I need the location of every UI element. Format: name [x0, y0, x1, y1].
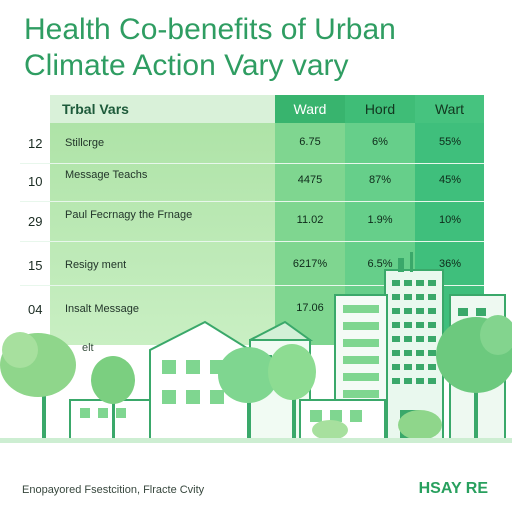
row-value-ward: 17.06: [296, 302, 324, 314]
city-illustration: [0, 252, 512, 443]
label-column-bg: [50, 123, 275, 345]
row-value-ward: 4475: [297, 174, 323, 186]
partial-row-label: elt: [82, 342, 94, 354]
row-value-wart: 45%: [438, 174, 462, 186]
table-header-label-cell: Trbal Vars: [50, 95, 275, 123]
row-label: Resigy ment: [65, 259, 127, 271]
col-header-wart: Wart: [415, 95, 484, 123]
row-label: Paul Fecrnagy the Frnage: [65, 209, 193, 221]
footer-caption: Enopayored Fsestcition, Flracte Cvity: [22, 484, 205, 496]
row-label: Insalt Message: [65, 303, 139, 315]
row-number: 29: [28, 214, 43, 229]
footer-brand: HSAY RE: [418, 480, 488, 497]
row-value-hord: 1.9%: [367, 214, 393, 226]
row-value-ward: 6.75: [299, 136, 321, 148]
title-line-2: Climate Action Vary vary: [24, 49, 349, 82]
row-label: Stillcrge: [65, 137, 105, 149]
row-value-ward: 6217%: [292, 258, 328, 270]
col-header-hord: Hord: [345, 95, 415, 123]
table-row: 10 Message Teachs 4475 87% 45%: [20, 163, 484, 202]
row-value-wart: 55%: [438, 136, 462, 148]
table-row: 29 Paul Fecrnagy the Frnage 11.02 1.9% 1…: [20, 203, 484, 242]
row-value-hord: 6%: [372, 136, 388, 148]
row-value-hord: 6.5%: [367, 258, 393, 270]
page-title: Health Co-benefits of Urban Climate Acti…: [24, 12, 396, 84]
title-line-1: Health Co-benefits of Urban: [24, 13, 396, 46]
row-number: 15: [28, 258, 43, 273]
row-number: 12: [28, 136, 43, 151]
ward-column-bg: [275, 123, 345, 345]
table-row: 12 Stillcrge 6.75 6% 55%: [20, 125, 484, 164]
table-header-label: Trbal Vars: [62, 101, 129, 117]
trees: [0, 315, 512, 440]
table-row: 04 Insalt Message 17.06: [20, 291, 484, 329]
col-header-ward: Ward: [275, 95, 345, 123]
row-value-hord: 87%: [368, 174, 392, 186]
table-row: 15 Resigy ment 6217% 6.5% 36%: [20, 247, 484, 286]
row-value-ward: 11.02: [296, 214, 324, 226]
row-number: 04: [28, 302, 43, 317]
row-value-wart: 36%: [438, 258, 462, 270]
row-number: 10: [28, 174, 43, 189]
row-label: Message Teachs: [65, 169, 148, 181]
ground-line: [0, 438, 512, 443]
row-value-wart: 10%: [438, 214, 462, 226]
